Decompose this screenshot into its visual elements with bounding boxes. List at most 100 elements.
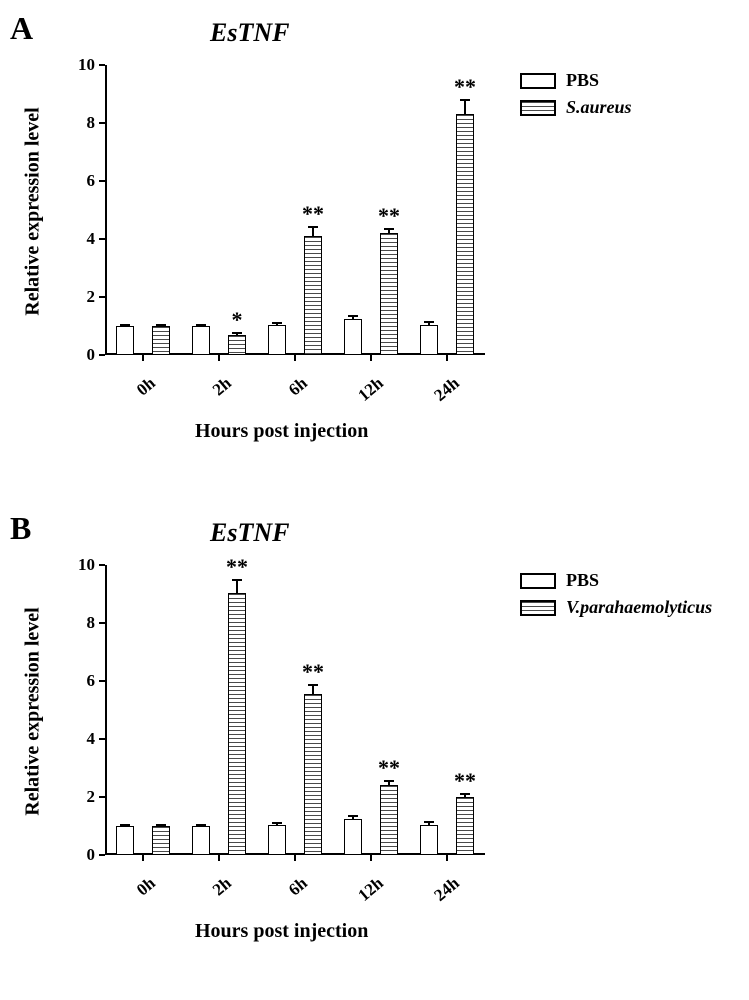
bar — [344, 319, 363, 355]
significance-marker: ** — [446, 768, 485, 794]
legend-swatch — [520, 573, 556, 589]
page-root: A EsTNF Relative expression level Hours … — [0, 0, 749, 1000]
bar — [152, 826, 171, 855]
panel-B-x-axis-label: Hours post injection — [195, 920, 368, 943]
x-tick-mark — [142, 355, 144, 361]
y-tick-label: 6 — [65, 171, 95, 191]
x-tick-label: 2h — [184, 373, 235, 420]
y-tick-label: 4 — [65, 229, 95, 249]
x-tick-label: 24h — [412, 873, 463, 920]
y-tick-mark — [99, 738, 105, 740]
significance-marker: ** — [446, 74, 485, 100]
bar — [192, 826, 211, 855]
legend-entry: PBS — [520, 70, 632, 91]
panel-A-label: A — [10, 10, 33, 47]
panel-A-x-axis-label: Hours post injection — [195, 420, 368, 443]
bar — [116, 826, 135, 855]
x-tick-mark — [218, 355, 220, 361]
x-tick-mark — [294, 355, 296, 361]
legend-swatch — [520, 73, 556, 89]
y-tick-label: 6 — [65, 671, 95, 691]
legend-entry: S.aureus — [520, 97, 632, 118]
error-cap — [156, 324, 165, 326]
y-tick-label: 0 — [65, 345, 95, 365]
legend-label: PBS — [566, 570, 599, 591]
error-cap — [156, 824, 165, 826]
significance-marker: * — [218, 307, 257, 333]
panel-A-title: EsTNF — [210, 18, 289, 48]
bar — [304, 236, 323, 355]
significance-marker: ** — [218, 554, 257, 580]
panel-B-y-axis-label: Relative expression level — [22, 572, 45, 852]
x-tick-mark — [370, 855, 372, 861]
error-cap — [120, 824, 129, 826]
error-cap — [348, 315, 357, 317]
x-tick-label: 12h — [336, 873, 387, 920]
error-cap — [196, 324, 205, 326]
x-tick-mark — [294, 855, 296, 861]
y-tick-mark — [99, 122, 105, 124]
y-tick-label: 2 — [65, 287, 95, 307]
y-tick-mark — [99, 180, 105, 182]
panel-B-legend: PBS V.parahaemolyticus — [520, 570, 712, 624]
y-tick-label: 8 — [65, 113, 95, 133]
legend-entry: V.parahaemolyticus — [520, 597, 712, 618]
y-tick-label: 10 — [65, 555, 95, 575]
y-tick-mark — [99, 564, 105, 566]
error-bar — [236, 580, 238, 593]
y-tick-mark — [99, 238, 105, 240]
panel-A: A EsTNF Relative expression level Hours … — [0, 10, 749, 480]
y-tick-mark — [99, 854, 105, 856]
x-tick-mark — [446, 355, 448, 361]
significance-marker: ** — [294, 201, 333, 227]
panel-B-label: B — [10, 510, 31, 547]
error-bar — [464, 100, 466, 115]
panel-B-title: EsTNF — [210, 518, 289, 548]
y-tick-mark — [99, 354, 105, 356]
bar — [420, 325, 439, 355]
x-tick-mark — [370, 355, 372, 361]
y-tick-mark — [99, 622, 105, 624]
bar — [420, 825, 439, 855]
panel-A-legend: PBS S.aureus — [520, 70, 632, 124]
significance-marker: ** — [370, 755, 409, 781]
x-tick-label: 6h — [260, 373, 311, 420]
y-tick-label: 2 — [65, 787, 95, 807]
y-tick-label: 0 — [65, 845, 95, 865]
error-cap — [120, 324, 129, 326]
x-tick-label: 0h — [108, 873, 159, 920]
bar — [228, 593, 247, 855]
bar — [380, 233, 399, 355]
bar — [380, 785, 399, 855]
bar — [456, 114, 475, 355]
panel-B: B EsTNF Relative expression level Hours … — [0, 510, 749, 980]
bar — [152, 326, 171, 355]
significance-marker: ** — [370, 203, 409, 229]
error-cap — [272, 822, 281, 824]
error-cap — [424, 821, 433, 823]
bar — [192, 326, 211, 355]
legend-label: V.parahaemolyticus — [566, 597, 712, 618]
error-bar — [312, 685, 314, 694]
y-tick-mark — [99, 64, 105, 66]
x-tick-label: 0h — [108, 373, 159, 420]
significance-marker: ** — [294, 659, 333, 685]
bar — [304, 694, 323, 855]
bar — [228, 335, 247, 355]
y-tick-label: 8 — [65, 613, 95, 633]
panel-A-y-axis-label: Relative expression level — [22, 72, 45, 352]
panel-B-plot-area — [105, 565, 485, 855]
x-tick-label: 2h — [184, 873, 235, 920]
error-bar — [312, 227, 314, 236]
bar — [116, 326, 135, 355]
legend-entry: PBS — [520, 570, 712, 591]
bar — [268, 325, 287, 355]
x-tick-label: 6h — [260, 873, 311, 920]
bar — [344, 819, 363, 855]
y-tick-mark — [99, 296, 105, 298]
x-tick-label: 12h — [336, 373, 387, 420]
error-cap — [348, 815, 357, 817]
error-cap — [196, 824, 205, 826]
error-cap — [424, 321, 433, 323]
x-tick-label: 24h — [412, 373, 463, 420]
